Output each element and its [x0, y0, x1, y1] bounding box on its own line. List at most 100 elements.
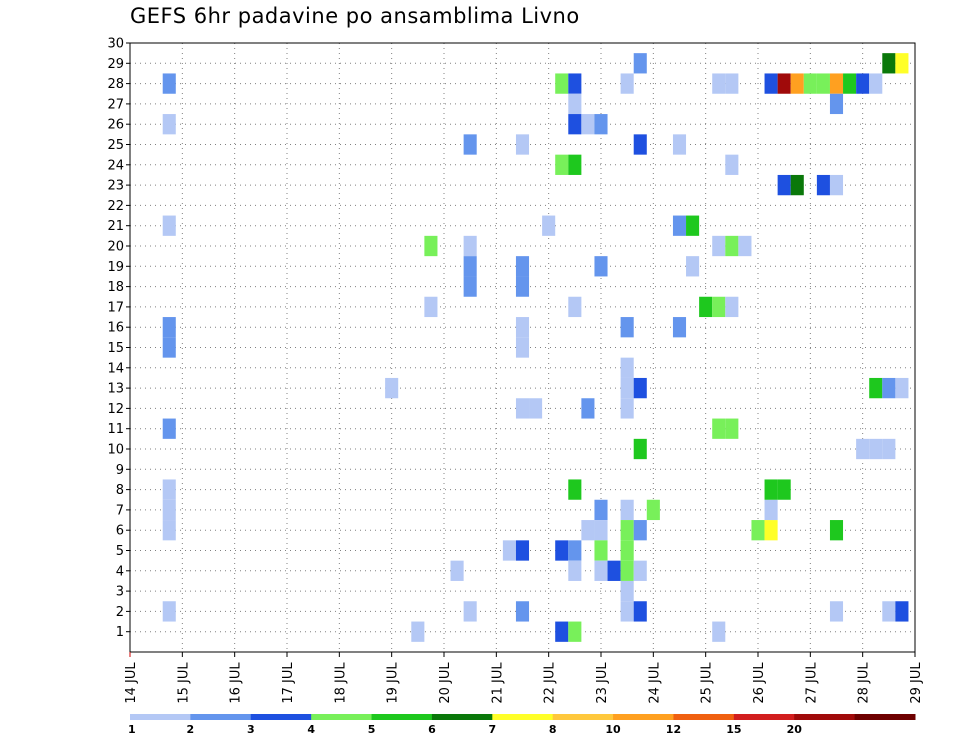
y-tick-label: 6 [116, 524, 124, 539]
legend-level-label: 4 [307, 723, 315, 736]
legend-level-label: 20 [787, 723, 803, 736]
heatmap-cell [568, 296, 582, 318]
y-tick-label: 23 [107, 179, 124, 194]
heatmap-cell [738, 235, 752, 257]
y-tick-label: 25 [107, 138, 124, 153]
heatmap-cell [895, 377, 909, 399]
chart-title: GEFS 6hr padavine po ansamblima Livno [130, 4, 580, 28]
heatmap-cell [620, 398, 634, 419]
heatmap-cell [633, 134, 647, 155]
y-tick-label: 13 [107, 382, 124, 397]
heatmap-cell [882, 377, 896, 399]
legend-level-label: 2 [187, 723, 195, 736]
heatmap-cell [829, 520, 844, 541]
legend-level-label: 12 [666, 723, 681, 736]
heatmap-cell [699, 296, 713, 318]
heatmap-cell [869, 438, 883, 460]
heatmap-cell [725, 73, 739, 94]
y-tick-label: 24 [107, 158, 124, 173]
heatmap-cell [816, 73, 830, 94]
heatmap-cell [777, 174, 791, 196]
heatmap-cell [764, 479, 778, 500]
legend-level-label: 10 [605, 723, 621, 736]
heatmap-cell [162, 73, 176, 94]
x-tick-label: 26 JUL [752, 662, 767, 704]
y-tick-label: 10 [107, 443, 124, 458]
heatmap-cell [620, 580, 634, 602]
legend-level-label: 15 [726, 723, 741, 736]
heatmap-cell [895, 53, 909, 74]
y-tick-label: 7 [116, 503, 124, 518]
y-tick-label: 26 [107, 118, 124, 133]
heatmap-cell [424, 296, 438, 318]
legend-level-label: 5 [368, 723, 376, 736]
heatmap-cell [568, 93, 582, 115]
legend-swatch [130, 714, 191, 720]
heatmap-cell [555, 621, 569, 642]
heatmap-cell [672, 134, 687, 155]
heatmap-cell [515, 601, 530, 622]
legend-swatch [733, 714, 795, 720]
heatmap-cell [568, 154, 582, 175]
y-tick-label: 2 [116, 605, 124, 620]
heatmap-cell [515, 337, 530, 358]
heatmap-cell [568, 540, 582, 561]
heatmap-cell [620, 520, 634, 541]
y-tick-label: 14 [107, 361, 124, 376]
y-tick-label: 28 [107, 77, 124, 92]
heatmap-cell [843, 73, 857, 94]
x-tick-label: 20 JUL [438, 662, 453, 704]
legend-swatch [190, 714, 252, 720]
y-tick-label: 9 [116, 463, 124, 478]
heatmap-cell [633, 520, 647, 541]
heatmap-cell [816, 174, 830, 196]
heatmap-cell [620, 499, 634, 521]
x-tick-label: 21 JUL [490, 662, 505, 704]
heatmap-cell [712, 621, 726, 642]
heatmap-cell [607, 560, 621, 581]
y-tick-label: 18 [107, 280, 124, 295]
heatmap-cell [620, 73, 634, 94]
heatmap-cell [450, 560, 464, 581]
heatmap-cell [385, 377, 399, 399]
heatmap-cell [672, 215, 687, 236]
y-tick-label: 11 [107, 422, 124, 437]
heatmap-cell [515, 276, 530, 297]
heatmap-cell [856, 438, 870, 460]
heatmap-cell [568, 73, 582, 94]
y-tick-label: 8 [116, 483, 124, 498]
x-tick-label: 22 JUL [543, 662, 558, 704]
heatmap-cell [620, 540, 634, 561]
heatmap-cell [463, 276, 477, 297]
heatmap-cell [725, 418, 739, 439]
y-tick-label: 1 [116, 625, 124, 640]
heatmap-cell [882, 53, 896, 74]
heatmap-cell [515, 256, 530, 277]
x-tick-label: 16 JUL [229, 662, 244, 704]
legend-level-label: 7 [488, 723, 496, 736]
color-legend: 1 2 3 4 5 6 7 8 10 12 15 20 [128, 714, 916, 736]
heatmap-cell [725, 296, 739, 318]
heatmap-cell [725, 154, 739, 175]
y-tick-label: 5 [116, 544, 124, 559]
heatmap-cell [829, 93, 844, 115]
heatmap-cell [764, 520, 778, 541]
heatmap-cell [869, 73, 883, 94]
y-tick-label: 21 [107, 219, 124, 234]
heatmap-cell [162, 520, 176, 541]
heatmap-cell [515, 317, 530, 338]
heatmap-cell [463, 256, 477, 277]
heatmap-cell [542, 215, 556, 236]
y-tick-label: 12 [107, 402, 124, 417]
heatmap-cell [633, 560, 647, 581]
heatmap-cell [581, 114, 595, 135]
heatmap-cell [803, 73, 817, 94]
cell-layer [162, 53, 909, 642]
legend-level-label: 3 [247, 723, 255, 736]
heatmap-cell [882, 601, 896, 622]
y-tick-label: 29 [107, 57, 124, 72]
x-tick-label: 18 JUL [333, 662, 348, 704]
heatmap-cell [555, 154, 569, 175]
heatmap-cell [829, 73, 844, 94]
